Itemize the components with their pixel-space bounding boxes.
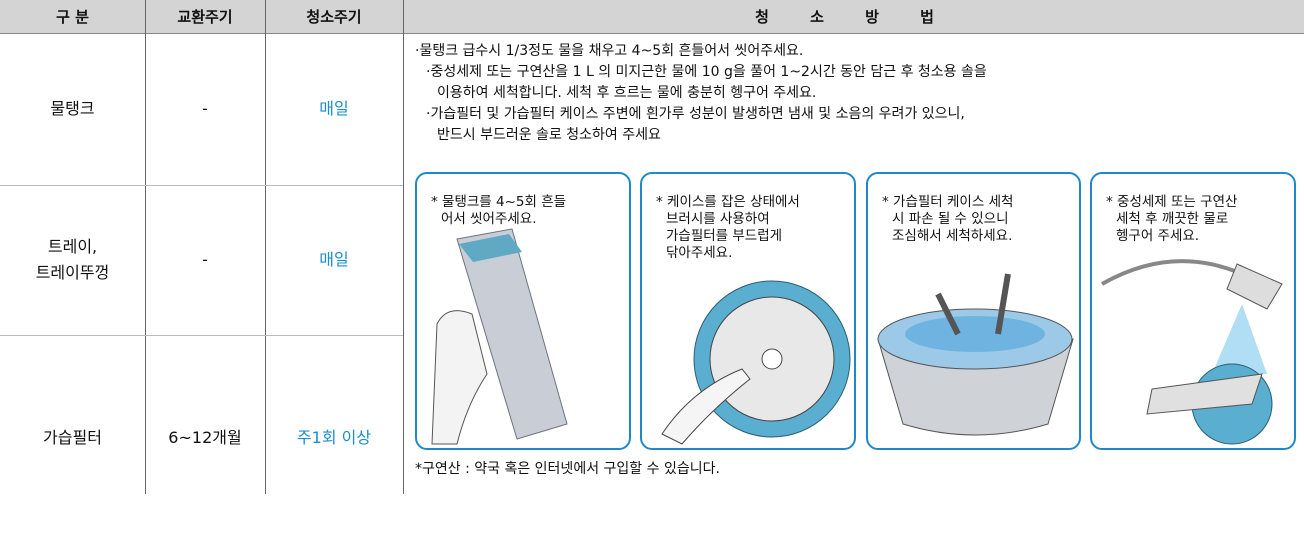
bullet: ·가습필터 및 가습필터 케이스 주변에 흰가루 성분이 발생하면 냄새 및 소… — [415, 104, 987, 146]
bullets: ·물탱크 급수시 1/3정도 물을 채우고 4~5회 흔들어서 씻어주세요. ·중… — [415, 41, 987, 146]
bullet: ·중성세제 또는 구연산을 1 L 의 미지근한 물에 10 g을 풀어 1~2… — [415, 62, 987, 104]
caption-line: * 중성세제 또는 구연산 — [1106, 194, 1238, 210]
step-box: * 케이스를 잡은 상태에서 브러시를 사용하여 가습필터를 부드럽게 닦아주세요. — [640, 172, 856, 450]
caption-line: 가습필터를 부드럽게 — [666, 228, 783, 244]
step-caption: * 케이스를 잡은 상태에서 브러시를 사용하여 가습필터를 부드럽게 닦아주세요. — [656, 194, 800, 262]
bullet-line: ·가습필터 및 가습필터 케이스 주변에 흰가루 성분이 발생하면 냄새 및 소… — [426, 106, 965, 122]
illustration — [431, 228, 568, 445]
column-line — [265, 0, 266, 494]
replace-cycle: 6~12개월 — [168, 427, 242, 447]
bullet-line: 반드시 부드러운 솔로 청소하여 주세요 — [437, 127, 661, 143]
row-line — [0, 185, 403, 186]
replace-cycle: - — [202, 250, 208, 269]
caption-line: 닦아주세요. — [666, 245, 733, 261]
item-name: 물탱크 — [50, 99, 95, 118]
header-cell: 청소주기 — [265, 0, 403, 34]
step-caption: * 가습필터 케이스 세척 시 파손 될 수 있으니 조심해서 세척하세요. — [882, 194, 1013, 245]
item-cell: 물탱크 — [0, 33, 145, 185]
bullet-line: ·물탱크 급수시 1/3정도 물을 채우고 4~5회 흔들어서 씻어주세요. — [415, 43, 804, 59]
step-caption: * 물탱크를 4~5회 흔들 어서 씻어주세요. — [431, 194, 566, 228]
header-cell: 구 분 — [0, 0, 145, 34]
step-box: * 가습필터 케이스 세척 시 파손 될 수 있으니 조심해서 세척하세요. — [866, 172, 1081, 450]
caption-line: 헹구어 주세요. — [1116, 228, 1200, 244]
caption-line: * 케이스를 잡은 상태에서 — [656, 194, 800, 210]
clean-cycle: 주1회 이상 — [296, 427, 372, 447]
clean-cycle: 매일 — [319, 250, 349, 269]
caption-line: * 가습필터 케이스 세척 — [882, 194, 1014, 210]
step-box: * 물탱크를 4~5회 흔들 어서 씻어주세요. — [415, 172, 631, 450]
item-name: 트레이뚜껑 — [35, 263, 110, 282]
item-name: 가습필터 — [43, 427, 102, 447]
illustration — [877, 273, 1074, 436]
caption-line: 세척 후 깨끗한 물로 — [1116, 211, 1229, 227]
caption-line: 시 파손 될 수 있으니 — [892, 211, 1009, 227]
bullet-line: ·중성세제 또는 구연산을 1 L 의 미지근한 물에 10 g을 풀어 1~2… — [426, 64, 987, 80]
bullet: ·물탱크 급수시 1/3정도 물을 채우고 4~5회 흔들어서 씻어주세요. — [415, 41, 987, 62]
column-line — [403, 0, 404, 494]
header-cell: 청 소 방 법 — [403, 0, 1304, 34]
caption-line: 조심해서 세척하세요. — [892, 228, 1013, 244]
header-cell: 교환주기 — [145, 0, 265, 34]
page: 구 분 교환주기 청소주기 청 소 방 법 물탱크 - 매일 트레이, 트레이뚜껑 - 매일… — [0, 0, 1304, 494]
item-cell: 가습필터 — [0, 335, 145, 540]
caption-line: * 물탱크를 4~5회 흔들 — [431, 194, 567, 210]
item-name: 트레이, — [47, 237, 98, 256]
column-line — [145, 0, 146, 494]
clean-cycle: 매일 — [319, 99, 349, 118]
step-caption: * 중성세제 또는 구연산 세척 후 깨끗한 물로 헹구어 주세요. — [1106, 194, 1237, 245]
illustration — [661, 280, 851, 445]
step-box: * 중성세제 또는 구연산 세척 후 깨끗한 물로 헹구어 주세요. — [1090, 172, 1296, 450]
item-cell: 트레이, 트레이뚜껑 — [0, 185, 145, 335]
footnote: *구연산 : 약국 혹은 인터넷에서 구입할 수 있습니다. — [415, 461, 720, 477]
bullet-line: 이용하여 세척합니다. 세척 후 흐르는 물에 충분히 헹구어 주세요. — [437, 85, 817, 101]
illustration — [1101, 259, 1283, 445]
row-line — [0, 335, 403, 336]
caption-line: 어서 씻어주세요. — [441, 211, 537, 227]
caption-line: 브러시를 사용하여 — [666, 211, 770, 227]
replace-cycle: - — [202, 99, 208, 118]
